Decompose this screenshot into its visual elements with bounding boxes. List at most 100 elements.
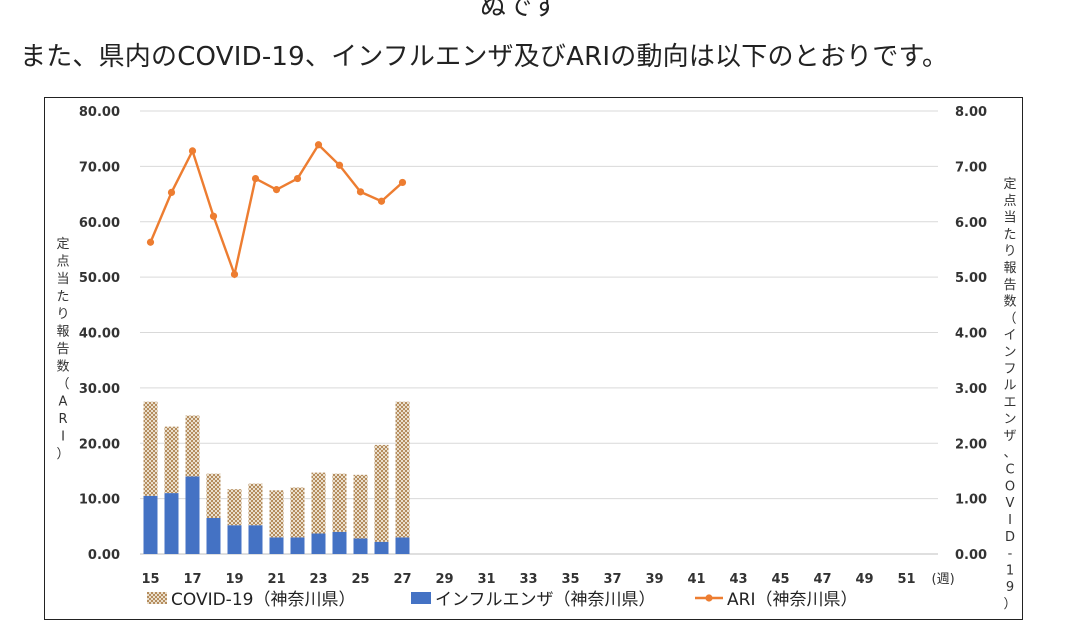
influenza-bar — [248, 525, 263, 554]
x-axis-tick-label: 19 — [225, 572, 243, 587]
left-axis-tick-label: 60.00 — [79, 216, 120, 231]
right-axis-title-char: り — [1003, 244, 1016, 259]
x-axis-unit-label: (週) — [932, 572, 955, 587]
x-axis-tick-label: 47 — [813, 572, 831, 587]
ari-point — [398, 178, 407, 187]
covid-bar — [227, 489, 242, 526]
covid-bar — [185, 415, 200, 477]
chart-frame: 0.00 10.00 20.00 30.00 40.00 50.00 60.00 70.00 8… — [44, 97, 1023, 620]
ari-point — [251, 174, 260, 183]
left-axis-title-char: （ — [56, 377, 69, 392]
legend-influenza-swatch — [411, 592, 431, 604]
left-axis-title-char: 定 — [56, 237, 69, 252]
x-axis-tick-label: 17 — [183, 572, 201, 587]
influenza-bar — [206, 518, 221, 554]
influenza-bar — [374, 541, 389, 554]
ari-point — [209, 212, 218, 220]
right-axis-title-char: 当 — [1003, 211, 1016, 226]
left-axis-tick-label: 70.00 — [79, 160, 120, 175]
influenza-bar — [143, 495, 158, 554]
x-axis-tick-label: 23 — [309, 572, 327, 587]
x-axis-tick-label: 43 — [729, 572, 747, 587]
x-axis-tick-label: 49 — [855, 572, 873, 587]
left-axis-title-char: 点 — [56, 255, 69, 270]
covid-bar — [311, 472, 326, 534]
left-axis-tick-label: 20.00 — [79, 437, 120, 452]
x-axis-tick-label: 39 — [645, 572, 663, 587]
right-axis-tick-label: 3.00 — [955, 382, 987, 397]
left-axis-tick-label: 40.00 — [79, 327, 120, 342]
right-axis-title-char: 定 — [1003, 177, 1016, 192]
influenza-bar — [269, 537, 284, 554]
ari-point — [188, 147, 197, 155]
influenza-bar — [185, 476, 200, 554]
ari-point — [146, 238, 155, 246]
left-axis-tick-label: 0.00 — [88, 548, 120, 563]
right-axis-title-char: イ — [1003, 328, 1016, 343]
right-axis-title-char: 告 — [1003, 278, 1016, 293]
covid-bar — [332, 473, 347, 532]
left-axis-title-char: 報 — [56, 325, 69, 340]
left-axis-tick-label: 50.00 — [79, 271, 120, 286]
right-axis-title-char: エ — [1003, 395, 1016, 410]
left-axis-title-char: 当 — [56, 272, 69, 287]
influenza-bar — [227, 525, 242, 554]
right-axis-title-char: （ — [1003, 311, 1016, 326]
influenza-bar — [290, 537, 305, 554]
left-axis-title-char: た — [56, 290, 69, 305]
combo-chart: 0.0010.0020.0030.0040.0050.0060.0070.008… — [56, 105, 1016, 612]
covid-bar — [143, 401, 158, 496]
covid-bar — [395, 401, 410, 538]
right-axis-tick-label: 7.00 — [955, 160, 987, 175]
x-axis-tick-label: 51 — [897, 572, 915, 587]
left-axis-title-char: 告 — [56, 342, 69, 357]
page-heading: また、県内のCOVID-19、インフルエンザ及びARIの動向は以下のとおりです。 — [20, 42, 949, 72]
left-axis-title-char: I — [61, 430, 65, 445]
ari-point — [293, 174, 302, 183]
influenza-bar — [332, 531, 347, 554]
x-axis-tick-label: 37 — [603, 572, 621, 587]
right-axis-title-char: ル — [1003, 379, 1016, 394]
covid-bar — [206, 473, 221, 519]
legend-influenza-label: インフルエンザ（神奈川県） — [435, 590, 656, 610]
right-axis-title-char: 報 — [1003, 261, 1016, 276]
legend-ari-marker — [705, 594, 713, 602]
x-axis-tick-label: 45 — [771, 572, 789, 587]
right-axis-tick-label: 5.00 — [955, 271, 987, 286]
influenza-bar — [164, 493, 179, 554]
right-axis-title-char: 、 — [1003, 446, 1016, 461]
right-axis-title-char: - — [1008, 547, 1013, 562]
ari-point — [230, 270, 239, 278]
right-axis-title-char: D — [1005, 530, 1015, 545]
right-axis-tick-label: 4.00 — [955, 327, 987, 342]
covid-bar — [353, 474, 368, 539]
right-axis-title-char: ン — [1003, 345, 1016, 360]
covid-bar — [374, 444, 389, 542]
right-axis-tick-label: 0.00 — [955, 548, 987, 563]
right-axis-tick-label: 2.00 — [955, 437, 987, 452]
right-axis-title-char: 数 — [1003, 295, 1016, 310]
right-axis-title-char: フ — [1003, 362, 1016, 377]
x-axis-tick-label: 35 — [561, 572, 579, 587]
left-axis-tick-label: 10.00 — [79, 493, 120, 508]
left-axis-tick-label: 80.00 — [79, 105, 120, 120]
x-axis-tick-label: 27 — [393, 572, 411, 587]
right-axis-tick-label: 8.00 — [955, 105, 987, 120]
right-axis-title-char: ） — [1003, 597, 1016, 612]
covid-bar — [248, 483, 263, 526]
influenza-bar — [311, 533, 326, 554]
influenza-bar — [395, 537, 410, 554]
legend-ari-label: ARI（神奈川県） — [727, 590, 857, 610]
ari-point — [314, 141, 323, 149]
top-text-fragment: ぬです — [480, 0, 559, 22]
right-axis-title-char: 9 — [1006, 580, 1014, 595]
x-axis-tick-label: 21 — [267, 572, 285, 587]
right-axis-title-char: ザ — [1003, 429, 1016, 444]
legend-covid-label: COVID-19（神奈川県） — [171, 590, 355, 610]
ari-point — [272, 186, 281, 194]
right-axis-title-char: た — [1003, 227, 1016, 242]
right-axis-title-char: ン — [1003, 412, 1016, 427]
x-axis-tick-label: 41 — [687, 572, 705, 587]
